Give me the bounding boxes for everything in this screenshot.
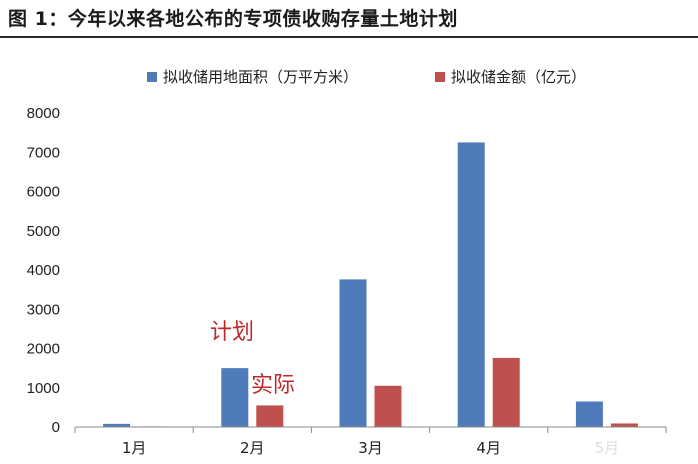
- x-category-label: 4月: [476, 439, 501, 457]
- y-tick-label: 4000: [27, 262, 60, 279]
- y-tick-label: 0: [52, 419, 60, 436]
- bar-area-3: [339, 279, 367, 427]
- page-title: 图 1：今年以来各地公布的专项债收购存量土地计划: [8, 8, 458, 30]
- bar-area-4: [457, 142, 485, 427]
- y-tick-label: 5000: [27, 223, 60, 240]
- annotation-plan: 计划: [210, 320, 254, 345]
- y-tick-label: 8000: [27, 105, 60, 122]
- bar-area-2: [221, 368, 249, 427]
- bar-amount-2: [256, 405, 284, 427]
- y-tick-label: 1000: [27, 380, 60, 397]
- bar-area-5: [575, 401, 603, 427]
- title-divider: [0, 36, 698, 38]
- x-category-label: 2月: [240, 439, 265, 457]
- legend-swatch-amount: [435, 72, 445, 82]
- y-tick-label: 3000: [27, 301, 60, 318]
- y-tick-label: 6000: [27, 184, 60, 201]
- watermark-overlay: [570, 436, 674, 462]
- legend-label-amount: 拟收储金额（亿元）: [451, 68, 586, 86]
- x-axis-labels: 1月2月3月4月5月: [122, 439, 619, 457]
- bar-area-1: [103, 423, 131, 427]
- y-tick-label: 2000: [27, 341, 60, 358]
- y-axis-ticks: 0 1000 2000 3000 4000 5000 6000 7000 8000: [27, 105, 60, 436]
- bar-amount-3: [374, 385, 402, 427]
- bar-amount-5: [610, 423, 638, 427]
- x-category-label: 3月: [358, 439, 383, 457]
- legend-label-area: 拟收储用地面积（万平方米）: [163, 68, 358, 86]
- x-axis-ticks: [74, 427, 667, 433]
- legend: 拟收储用地面积（万平方米） 拟收储金额（亿元）: [147, 68, 586, 86]
- bar-amount-4: [492, 357, 520, 427]
- x-category-label: 1月: [122, 439, 147, 457]
- legend-swatch-area: [147, 72, 157, 82]
- y-tick-label: 7000: [27, 144, 60, 161]
- bars: [103, 142, 638, 427]
- annotation-actual: 实际: [251, 373, 295, 398]
